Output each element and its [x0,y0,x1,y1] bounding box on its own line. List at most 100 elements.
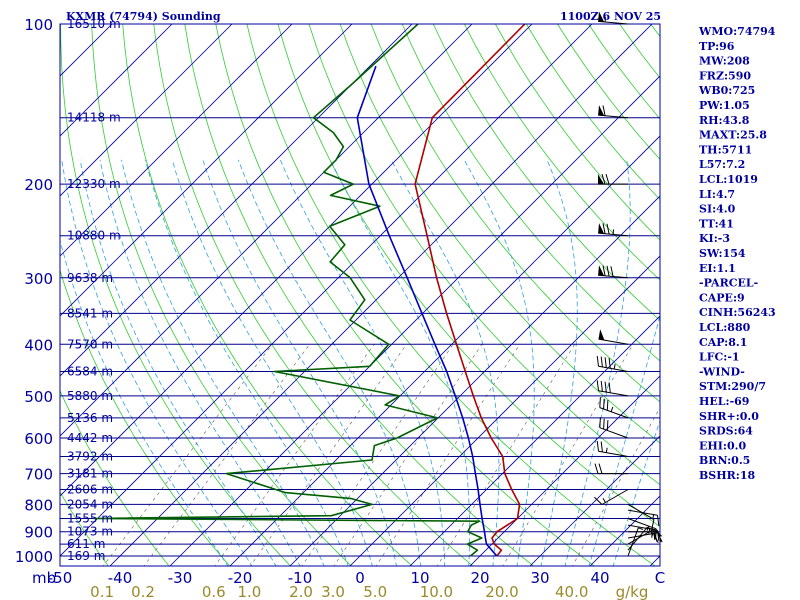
wind-barb [598,329,629,345]
isotherm-line [60,24,293,257]
mixing-ratio-line [572,406,660,566]
height-label: 1555 m [67,512,113,526]
dewpoint-profile-line [93,24,483,557]
isotherm-line [109,24,653,566]
wind-barb [594,463,628,475]
temperature-axis: mb-50 -40 -30 -20 -10 0 10 20 30 40 C [32,569,665,587]
wind-barb-staff [627,518,657,530]
wind-barb-full [604,381,607,393]
pressure-label: 900 [24,524,53,542]
index-value: FRZ:590 [699,69,751,82]
wind-barb-staff [599,407,629,419]
height-label: 4442 m [67,431,113,445]
wind-barb-full [653,529,656,541]
wind-barb-staff [598,338,629,345]
height-label: 3181 m [67,467,113,481]
dry-adiabat-line [122,24,413,566]
isotherm-line [349,255,660,566]
height-labels: 16510 m 14118 m 12330 m 10880 m 9638 m 8541 m… [67,17,121,563]
moist-adiabat-line [171,159,373,566]
dry-adiabat-line [153,24,474,566]
pressure-label: 200 [24,176,53,194]
wind-barb [627,518,657,540]
temperature-tick-label: -50 [48,569,73,587]
index-value: CAPE:9 [699,291,745,304]
wind-barb-full [606,265,610,277]
pressure-label: 400 [24,336,53,354]
mixing-ratio-tick-label: 2.0 [289,583,313,600]
wind-barb-full [603,398,605,410]
wind-barb-full [594,463,599,474]
mixing-ratio-tick-label: 0.6 [202,583,226,600]
index-value: EI:1.1 [699,262,736,275]
moist-adiabat-line [145,159,349,566]
height-label: 3792 m [67,450,113,464]
wind-barb-flag [598,105,605,116]
mixing-ratio-tick-label: 10.0 [420,583,453,600]
index-value: SRDS:64 [699,425,753,438]
index-value: TH:5711 [699,143,752,156]
temperature-tick-label: 30 [530,569,549,587]
wind-barb-full [610,266,614,277]
mixing-ratio-tick-label: 5.0 [363,583,387,600]
wind-barb-full [594,496,603,505]
wind-barb-staff [627,527,639,557]
wind-barb-full [604,357,607,368]
wind-barb-flag [598,11,605,22]
mixing-ratio-axis: 0.1 0.2 0.6 1.0 2.0 3.0 5.0 10.0 20.0 40.0 g/kg [90,583,648,600]
wind-barb-half [605,447,608,453]
wind-barb-staff [598,232,629,237]
index-value: TP:96 [699,40,735,53]
temperature-tick-label: 0 [355,569,365,587]
index-value: -WIND- [699,365,745,378]
isotherm-line [529,435,660,566]
index-value: BRN:0.5 [699,454,750,467]
wind-barb-full [601,173,606,185]
chart-title: KXMR (74794) Sounding [66,10,221,23]
mixing-ratio-tick-label: 0.1 [90,583,114,600]
wind-barb-half [613,364,616,370]
sounding-series [93,24,526,557]
index-value: STM:290/7 [699,380,766,393]
isotherm-line [60,24,533,497]
temperature-profile-line [414,24,526,557]
wind-barb-full [606,223,610,235]
wind-barb-staff [598,20,629,25]
dry-adiabat-line [370,24,660,403]
wind-barb [596,440,629,457]
wind-barb [596,380,629,397]
height-label: 16510 m [67,17,121,31]
index-value: SW:154 [699,247,746,260]
temperature-unit-label: C [655,569,665,587]
axis-unit-label: mb [32,569,56,587]
mixing-ratio-line [143,344,310,566]
height-label: 8541 m [67,306,113,320]
wind-barb-full [657,530,660,541]
wind-barb-staff [598,390,629,397]
index-value: WMO:74794 [698,25,776,38]
temperature-tick-label: -30 [168,569,193,587]
pressure-label: 800 [24,496,53,514]
dry-adiabat-line [60,389,170,566]
wind-barb-full [596,380,599,391]
temperature-tick-label: -20 [228,569,253,587]
wind-barb-flag [598,223,605,234]
index-value: LI:4.7 [699,188,735,201]
wind-barb-full [600,380,603,392]
dry-adiabat-line [401,24,660,362]
isotherm-line [469,375,660,566]
wind-barb [598,223,629,237]
height-label: 2054 m [67,497,113,511]
wind-barb-full [600,356,603,368]
wind-barb-full [599,397,601,408]
wind-barb [594,489,629,505]
pressure-label: 1000 [15,548,53,566]
index-value: LFC:-1 [699,351,740,364]
wind-barb-half [646,525,650,531]
index-value: PW:1.05 [699,99,750,112]
wind-barb [599,417,629,439]
wind-barb [599,397,629,419]
pressure-label: 600 [24,430,53,448]
temperature-tick-label: 40 [590,569,609,587]
